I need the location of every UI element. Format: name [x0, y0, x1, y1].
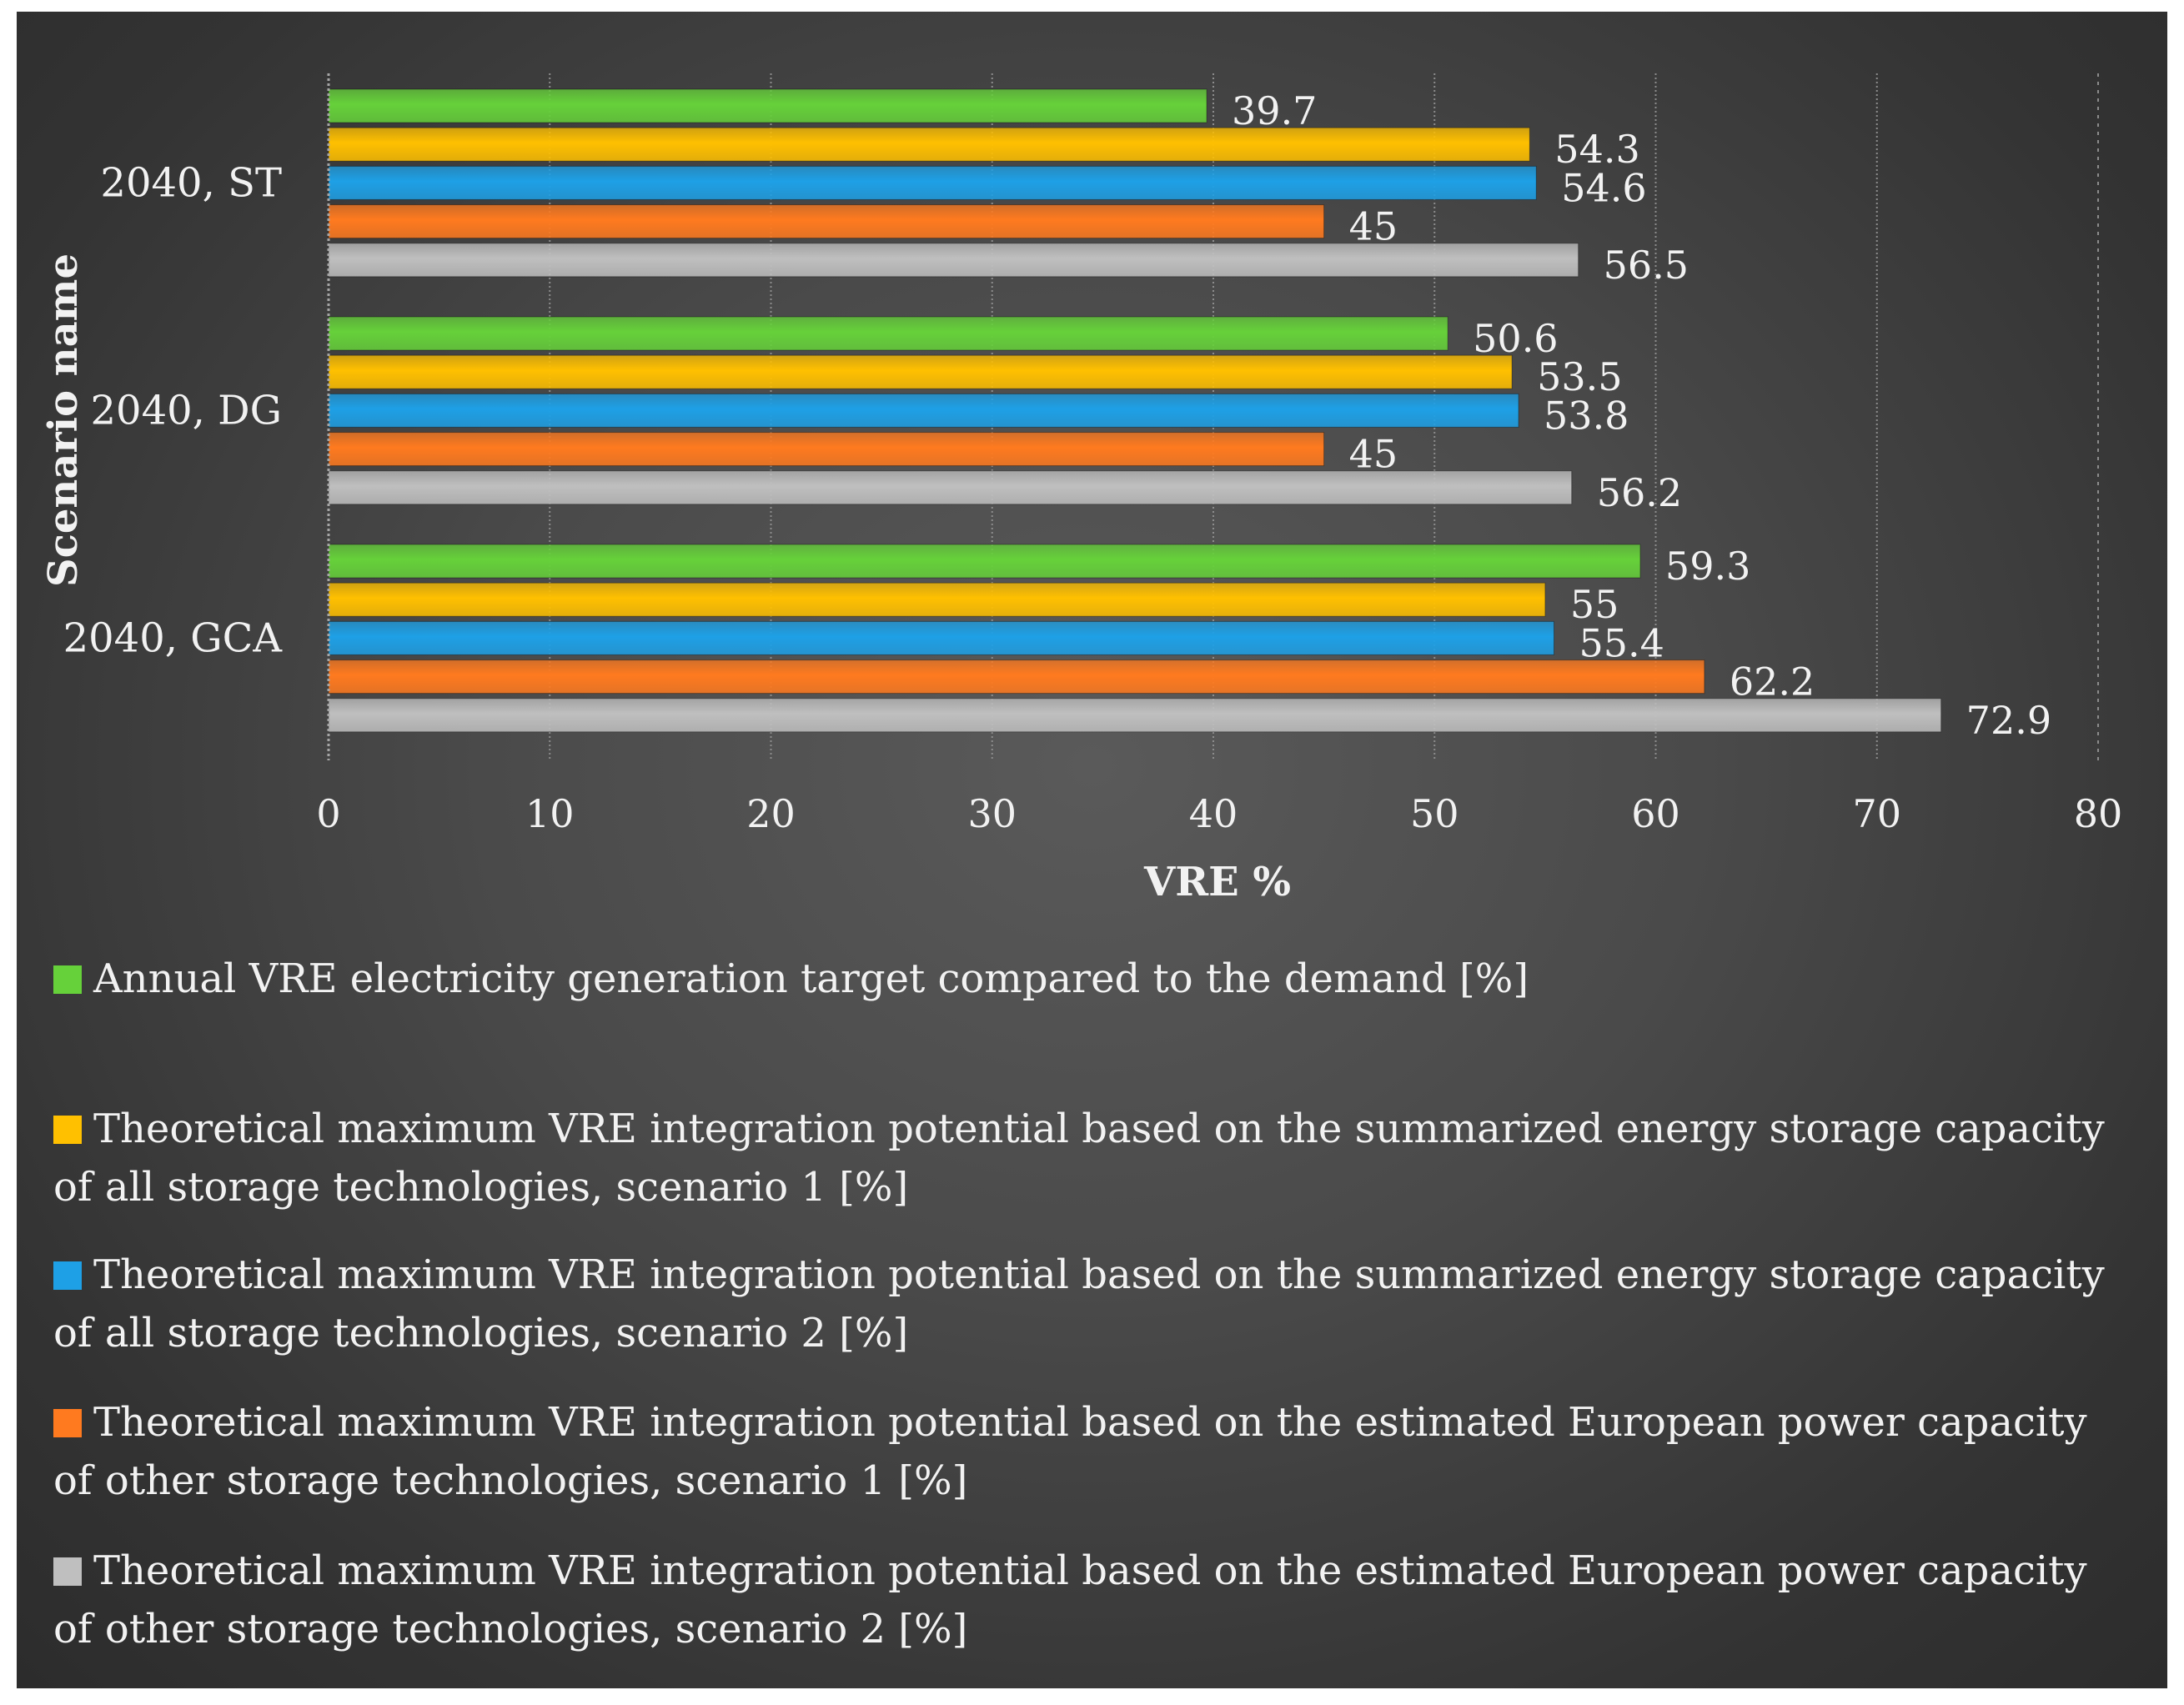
x-tick-label: 0: [316, 791, 340, 836]
bar: [328, 432, 1325, 467]
legend: Annual VRE electricity generation target…: [17, 12, 2167, 1688]
bar: [328, 165, 1537, 200]
chart-frame: 39.7 50.6 59.3 54.3 53.5 55 54.6 53.8 55.4 45 45 62…: [17, 12, 2167, 1688]
bar: [328, 354, 1513, 389]
bar-series: [328, 88, 1942, 733]
data-label: 54.6: [1561, 165, 1646, 210]
category-label: 2040, GCA: [63, 614, 284, 661]
legend-swatch: [53, 1261, 82, 1290]
bar: [328, 620, 1554, 655]
legend-label: Theoretical maximum VRE integration pote…: [53, 1106, 2105, 1211]
legend-label: Annual VRE electricity generation target…: [93, 955, 1529, 1002]
legend-label: Theoretical maximum VRE integration pote…: [53, 1547, 2087, 1652]
legend-label: Theoretical maximum VRE integration pote…: [53, 1399, 2087, 1504]
bar: [328, 88, 1207, 123]
legend-swatch: [53, 1557, 82, 1586]
x-tick-label: 10: [525, 791, 575, 836]
data-label: 54.3: [1554, 127, 1639, 172]
category-label: 2040, ST: [100, 159, 282, 206]
legend-item: Theoretical maximum VRE integration pote…: [53, 1393, 2121, 1510]
bar: [328, 544, 1641, 579]
category-label: 2040, DG: [91, 387, 283, 434]
data-label: 53.5: [1537, 354, 1622, 399]
x-tick-label: 20: [746, 791, 796, 836]
x-axis-title: VRE %: [1143, 859, 1291, 905]
bar: [328, 698, 1942, 733]
data-label: 53.8: [1544, 393, 1629, 438]
axes: 0 10 20 30 40 50 60 70 80 2040, ST 2040, DG 2040, G…: [63, 73, 2123, 836]
data-label: 39.7: [1232, 88, 1317, 133]
data-label: 55: [1570, 582, 1619, 627]
legend-item: Theoretical maximum VRE integration pote…: [53, 1100, 2121, 1216]
x-tick-label: 70: [1852, 791, 1901, 836]
bar-chart: 39.7 50.6 59.3 54.3 53.5 55 54.6 53.8 55.4 45 45 62…: [40, 73, 2123, 905]
legend-item: Theoretical maximum VRE integration pote…: [53, 1246, 2121, 1362]
bar: [328, 393, 1519, 428]
x-tick-label: 40: [1189, 791, 1238, 836]
x-tick-label: 50: [1410, 791, 1459, 836]
data-label: 56.5: [1604, 243, 1689, 288]
x-tick-label: 30: [967, 791, 1017, 836]
y-axis-title: Scenario name: [40, 253, 87, 587]
data-label: 45: [1349, 204, 1398, 249]
data-labels: 39.7 50.6 59.3 54.3 53.5 55 54.6 53.8 55.4 45 45 62…: [1232, 88, 2051, 743]
data-label: 55.4: [1579, 620, 1664, 665]
legend-swatch: [53, 1409, 82, 1437]
x-tick-label: 80: [2074, 791, 2123, 836]
data-label: 72.9: [1966, 698, 2051, 743]
bar: [328, 316, 1448, 351]
bar: [328, 582, 1546, 617]
legend-label: Theoretical maximum VRE integration pote…: [53, 1251, 2105, 1356]
bar: [328, 659, 1705, 695]
legend-item: Annual VRE electricity generation target…: [53, 950, 2121, 1008]
data-label: 45: [1349, 432, 1398, 477]
legend-swatch: [53, 1116, 82, 1144]
legend-swatch: [53, 965, 82, 994]
bar: [328, 204, 1325, 239]
data-label: 56.2: [1597, 470, 1682, 515]
bar: [328, 470, 1573, 505]
bar: [328, 127, 1530, 162]
legend-item: Theoretical maximum VRE integration pote…: [53, 1542, 2121, 1658]
data-label: 59.3: [1665, 544, 1750, 589]
data-label: 50.6: [1473, 316, 1558, 361]
data-label: 62.2: [1730, 659, 1815, 705]
x-tick-label: 60: [1631, 791, 1680, 836]
